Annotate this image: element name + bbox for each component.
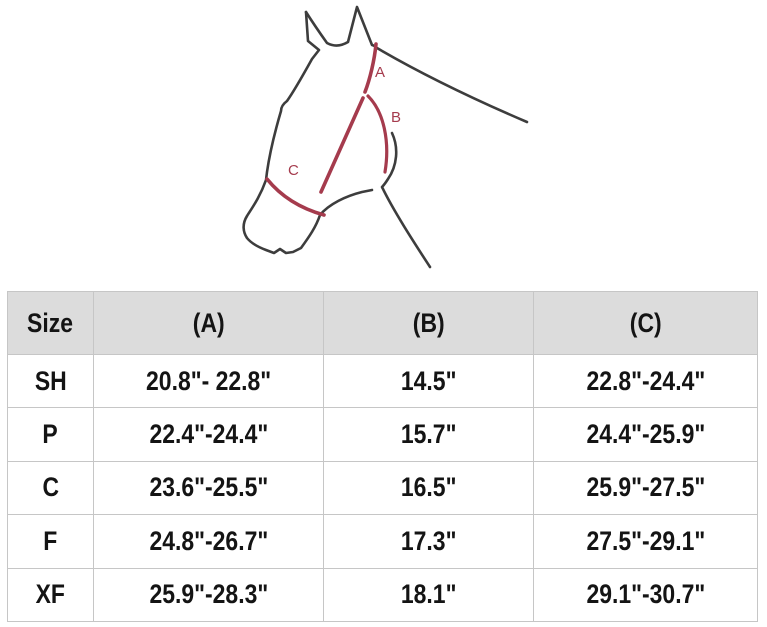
- measurement-c-cell: 24.4"-25.9": [533, 407, 758, 462]
- measurement-a-cell: 25.9"-28.3": [93, 567, 324, 623]
- measurement-b-cell: 17.3": [323, 514, 534, 569]
- halter-noseband-strap-c: [265, 177, 326, 217]
- size-cell: F: [7, 514, 94, 569]
- measurement-c-value: 24.4"-25.9": [586, 419, 705, 450]
- measurement-b-cell: 16.5": [323, 460, 534, 516]
- measurement-c-value: 27.5"-29.1": [586, 525, 705, 556]
- column-header-size-label: Size: [27, 307, 74, 338]
- column-header-a: (A): [93, 291, 324, 355]
- size-value: F: [43, 525, 58, 556]
- size-table-body: SH 20.8"- 22.8" 14.5" 22.8"-24.4" P 22.4…: [7, 353, 758, 623]
- size-cell: SH: [7, 353, 94, 409]
- column-header-b-label: (B): [412, 307, 445, 338]
- halter-crown-strap-a: [363, 42, 378, 94]
- measurement-a-value: 22.4"-24.4": [149, 419, 268, 450]
- measurement-label-a: A: [375, 64, 385, 81]
- measurement-b-value: 18.1": [400, 579, 457, 610]
- halter-throatlatch-strap-b: [366, 94, 389, 174]
- column-header-c: (C): [533, 291, 758, 355]
- table-row-sh: SH 20.8"- 22.8" 14.5" 22.8"-24.4": [7, 353, 758, 409]
- measurement-c-cell: 29.1"-30.7": [533, 567, 758, 623]
- header-row: Size (A) (B) (C): [7, 291, 758, 355]
- measurement-b-value: 14.5": [400, 365, 457, 396]
- measurement-c-cell: 25.9"-27.5": [533, 460, 758, 516]
- size-table-header: Size (A) (B) (C): [7, 291, 758, 355]
- horse-cheek-and-neck-front-outline: [380, 131, 432, 269]
- column-header-c-label: (C): [629, 307, 662, 338]
- horse-head-diagram: A B C: [0, 0, 767, 290]
- size-value: P: [42, 419, 59, 450]
- measurement-a-cell: 22.4"-24.4": [93, 407, 324, 462]
- horse-ears-and-neck-top-outline: [304, 5, 529, 124]
- size-cell: C: [7, 460, 94, 516]
- measurement-b-value: 15.7": [400, 419, 457, 450]
- measurement-a-cell: 20.8"- 22.8": [93, 353, 324, 409]
- horse-face-outline: [242, 10, 374, 255]
- measurement-a-value: 25.9"-28.3": [149, 579, 268, 610]
- measurement-b-cell: 18.1": [323, 567, 534, 623]
- measurement-c-cell: 22.8"-24.4": [533, 353, 758, 409]
- size-value: XF: [35, 579, 66, 610]
- measurement-c-value: 29.1"-30.7": [586, 579, 705, 610]
- size-value: C: [42, 472, 59, 503]
- table-row-p: P 22.4"-24.4" 15.7" 24.4"-25.9": [7, 407, 758, 462]
- column-header-size: Size: [7, 291, 94, 355]
- measurement-c-value: 22.8"-24.4": [586, 365, 705, 396]
- size-table: Size (A) (B) (C) SH 20.8"- 22.8" 14.5" 2…: [7, 291, 758, 623]
- measurement-b-cell: 14.5": [323, 353, 534, 409]
- measurement-b-value: 16.5": [400, 472, 457, 503]
- size-cell: P: [7, 407, 94, 462]
- column-header-b: (B): [323, 291, 534, 355]
- measurement-c-value: 25.9"-27.5": [586, 472, 705, 503]
- size-cell: XF: [7, 567, 94, 623]
- measurement-a-cell: 23.6"-25.5": [93, 460, 324, 516]
- measurement-a-value: 20.8"- 22.8": [145, 365, 272, 396]
- column-header-a-label: (A): [192, 307, 225, 338]
- table-row-f: F 24.8"-26.7" 17.3" 27.5"-29.1": [7, 514, 758, 569]
- measurement-label-b: B: [391, 109, 401, 126]
- measurement-a-cell: 24.8"-26.7": [93, 514, 324, 569]
- measurement-a-value: 24.8"-26.7": [149, 525, 268, 556]
- measurement-a-value: 23.6"-25.5": [149, 472, 268, 503]
- size-value: SH: [34, 365, 67, 396]
- measurement-b-cell: 15.7": [323, 407, 534, 462]
- table-row-c: C 23.6"-25.5" 16.5" 25.9"-27.5": [7, 460, 758, 516]
- measurement-b-value: 17.3": [400, 525, 457, 556]
- halter-cheek-strap: [319, 96, 365, 194]
- table-row-xf: XF 25.9"-28.3" 18.1" 29.1"-30.7": [7, 567, 758, 623]
- measurement-label-c: C: [288, 162, 299, 179]
- measurement-c-cell: 27.5"-29.1": [533, 514, 758, 569]
